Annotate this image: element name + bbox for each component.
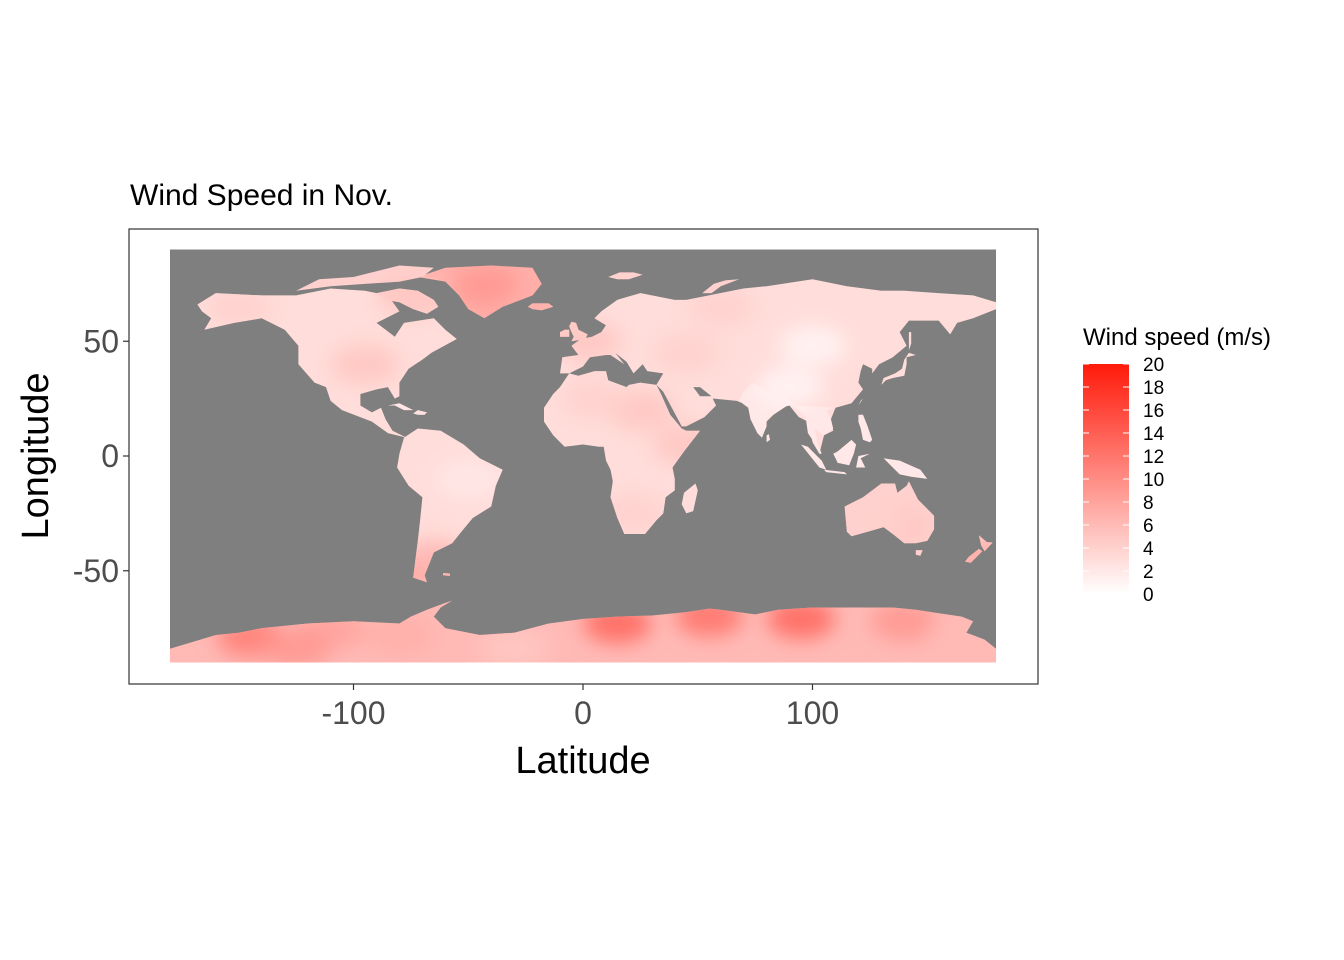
x-axis: -100 0 100 [321, 684, 839, 731]
legend-tick-label: 10 [1143, 470, 1164, 491]
wind-hotspot [480, 628, 549, 663]
legend-tick-label: 4 [1143, 539, 1154, 560]
wind-hotspot [262, 628, 331, 663]
legend-colorbar [1083, 364, 1129, 594]
wind-hotspot [652, 332, 721, 373]
wind-hotspot [686, 286, 755, 327]
wind-hotspot [204, 286, 273, 327]
wind-hotspot [330, 344, 399, 385]
legend-title: Wind speed (m/s) [1083, 324, 1271, 351]
legend-tick-label: 18 [1143, 378, 1164, 399]
y-axis-label: Longitude [15, 373, 57, 540]
wind-hotspot [870, 601, 939, 642]
land-cuba [387, 403, 414, 411]
land-java [824, 469, 847, 475]
legend-tick-label: 8 [1143, 493, 1154, 514]
chart-title: Wind Speed in Nov. [130, 179, 393, 212]
wind-hotspot [365, 615, 434, 656]
x-tick-label: -100 [321, 695, 385, 731]
map-raster [169, 249, 997, 663]
legend-tick-label: 14 [1143, 424, 1165, 445]
wind-hotspot [847, 286, 916, 327]
wind-hotspot [296, 309, 365, 350]
legend-tick-label: 12 [1143, 447, 1164, 468]
land-madagascar [681, 483, 698, 514]
y-tick-label: 50 [83, 323, 119, 359]
land-arabia [663, 387, 717, 427]
land-sumatra [801, 444, 827, 470]
wind-hotspot [452, 266, 521, 307]
x-tick-label: 0 [574, 695, 592, 731]
y-tick-label: 0 [101, 438, 119, 474]
land-svalbard [608, 272, 643, 280]
land-canadian-arctic-islands [296, 265, 434, 291]
y-tick-label: -50 [73, 553, 119, 589]
land-taiwan [858, 398, 863, 406]
legend-tick-label: 2 [1143, 562, 1154, 583]
land-north-america [197, 288, 457, 438]
legend-tick-label: 16 [1143, 401, 1164, 422]
x-axis-label: Latitude [515, 740, 650, 782]
wind-hotspot [434, 458, 503, 499]
land-borneo [833, 439, 857, 466]
land-sulawesi [856, 453, 870, 468]
legend-tick-label: 0 [1143, 585, 1154, 606]
land-philippines [858, 414, 873, 443]
legend-tick-label: 6 [1143, 516, 1154, 537]
land-new-guinea [883, 458, 928, 479]
land-southeast-asia [794, 405, 836, 454]
land-tasmania [915, 550, 923, 556]
wind-hotspot [560, 378, 629, 419]
x-tick-label: 100 [786, 695, 839, 731]
wind-hotspot [778, 325, 847, 366]
y-axis: 50 0 -50 [73, 323, 129, 589]
land-sakhalin [908, 332, 912, 351]
land-sri-lanka [766, 434, 770, 443]
land-japan [881, 352, 916, 385]
wind-hotspot [755, 367, 824, 408]
legend-tick-label: 20 [1143, 355, 1164, 376]
